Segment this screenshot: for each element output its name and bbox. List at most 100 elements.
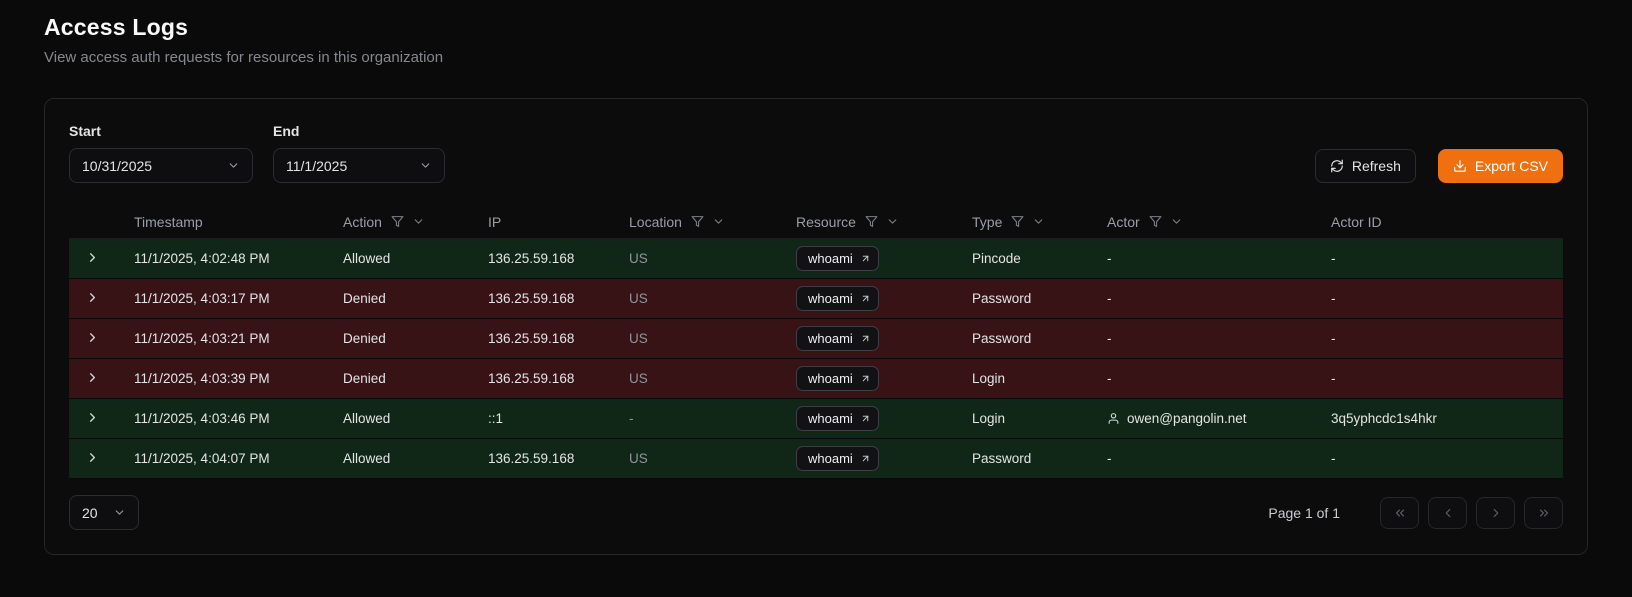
cell-resource: whoami xyxy=(796,286,972,311)
filter-icon[interactable] xyxy=(1011,215,1024,228)
last-page-button[interactable] xyxy=(1524,496,1563,529)
actor-name: - xyxy=(1107,251,1112,266)
filter-icon[interactable] xyxy=(865,215,878,228)
chevron-down-icon[interactable] xyxy=(1170,215,1183,228)
end-date-value: 11/1/2025 xyxy=(286,157,348,174)
filter-icon[interactable] xyxy=(691,215,704,228)
cell-action: Denied xyxy=(343,371,386,386)
table-row[interactable]: 11/1/2025, 4:04:07 PM Allowed 136.25.59.… xyxy=(69,439,1563,479)
cell-expand xyxy=(69,448,134,470)
cell-action: Denied xyxy=(343,331,386,346)
expand-row-button[interactable] xyxy=(83,248,102,270)
cell-actor-id: - xyxy=(1331,251,1336,266)
start-date-select[interactable]: 10/31/2025 xyxy=(69,148,253,183)
cell-expand xyxy=(69,288,134,310)
cell-timestamp: 11/1/2025, 4:03:21 PM xyxy=(134,331,270,346)
resource-badge[interactable]: whoami xyxy=(796,246,879,271)
actor-name: owen@pangolin.net xyxy=(1127,411,1247,426)
start-date-value: 10/31/2025 xyxy=(82,157,153,174)
date-filters: Start 10/31/2025 End 11/1/2025 xyxy=(69,123,445,183)
cell-resource: whoami xyxy=(796,326,972,351)
next-page-button[interactable] xyxy=(1476,496,1515,529)
table-row[interactable]: 11/1/2025, 4:03:21 PM Denied 136.25.59.1… xyxy=(69,319,1563,359)
table-row[interactable]: 11/1/2025, 4:03:46 PM Allowed ::1 - whoa… xyxy=(69,399,1563,439)
cell-type: Login xyxy=(972,411,1006,426)
cell-action: Allowed xyxy=(343,451,391,466)
chevron-down-icon[interactable] xyxy=(886,215,899,228)
cell-type: Pincode xyxy=(972,251,1021,266)
chevrons-left-icon xyxy=(1393,506,1407,520)
table-row[interactable]: 11/1/2025, 4:03:39 PM Denied 136.25.59.1… xyxy=(69,359,1563,399)
expand-row-button[interactable] xyxy=(83,408,102,430)
external-link-icon xyxy=(860,373,871,384)
cell-actor: - xyxy=(1107,291,1331,306)
cell-action: Allowed xyxy=(343,411,391,426)
column-header-actor: Actor xyxy=(1107,214,1331,230)
cell-timestamp: 11/1/2025, 4:03:17 PM xyxy=(134,291,270,306)
column-filter-controls[interactable] xyxy=(391,215,425,228)
chevron-down-icon xyxy=(227,159,240,172)
external-link-icon xyxy=(860,333,871,344)
filter-icon[interactable] xyxy=(1149,215,1162,228)
chevron-right-icon xyxy=(85,330,100,348)
chevron-right-icon xyxy=(85,290,100,308)
cell-location: US xyxy=(629,371,648,386)
cell-action: Denied xyxy=(343,291,386,306)
cell-actor-id: - xyxy=(1331,371,1336,386)
cell-expand xyxy=(69,328,134,350)
resource-badge[interactable]: whoami xyxy=(796,446,879,471)
chevron-down-icon[interactable] xyxy=(712,215,725,228)
resource-badge[interactable]: whoami xyxy=(796,406,879,431)
expand-row-button[interactable] xyxy=(83,448,102,470)
column-header-label: Timestamp xyxy=(134,213,203,230)
previous-page-button[interactable] xyxy=(1428,496,1467,529)
end-date-select[interactable]: 11/1/2025 xyxy=(273,148,445,183)
column-header-location: Location xyxy=(629,214,796,230)
expand-row-button[interactable] xyxy=(83,288,102,310)
cell-timestamp: 11/1/2025, 4:03:39 PM xyxy=(134,371,270,386)
cell-timestamp: 11/1/2025, 4:04:07 PM xyxy=(134,451,270,466)
chevron-right-icon xyxy=(85,450,100,468)
end-date-label: End xyxy=(273,123,300,139)
start-date-label: Start xyxy=(69,123,101,139)
resource-badge[interactable]: whoami xyxy=(796,286,879,311)
actor-name: - xyxy=(1107,331,1112,346)
export-csv-button[interactable]: Export CSV xyxy=(1437,149,1563,183)
chevron-down-icon[interactable] xyxy=(412,215,425,228)
actor-name: - xyxy=(1107,371,1112,386)
page-info: Page 1 of 1 xyxy=(1268,504,1340,521)
cell-actor: - xyxy=(1107,371,1331,386)
table-row[interactable]: 11/1/2025, 4:03:17 PM Denied 136.25.59.1… xyxy=(69,279,1563,319)
page-title: Access Logs xyxy=(44,14,189,40)
refresh-button[interactable]: Refresh xyxy=(1314,149,1416,183)
cell-actor: - xyxy=(1107,451,1331,466)
column-header-resource: Resource xyxy=(796,214,972,230)
column-filter-controls[interactable] xyxy=(1149,215,1183,228)
column-filter-controls[interactable] xyxy=(1011,215,1045,228)
chevron-down-icon[interactable] xyxy=(1032,215,1045,228)
user-icon xyxy=(1107,412,1120,425)
table-footer: 20 Page 1 of 1 xyxy=(69,495,1563,530)
cell-ip: 136.25.59.168 xyxy=(488,251,575,266)
expand-row-button[interactable] xyxy=(83,368,102,390)
chevron-down-icon xyxy=(419,159,432,172)
first-page-button[interactable] xyxy=(1380,496,1419,529)
refresh-button-label: Refresh xyxy=(1351,158,1401,174)
access-logs-page: Access Logs View access auth requests fo… xyxy=(44,14,1588,555)
column-filter-controls[interactable] xyxy=(865,215,899,228)
resource-badge[interactable]: whoami xyxy=(796,366,879,391)
resource-name: whoami xyxy=(808,371,853,386)
column-header-timestamp: Timestamp xyxy=(134,214,343,230)
expand-row-button[interactable] xyxy=(83,328,102,350)
table-row[interactable]: 11/1/2025, 4:02:48 PM Allowed 136.25.59.… xyxy=(69,239,1563,279)
table-toolbar: Start 10/31/2025 End 11/1/2025 xyxy=(69,123,1563,183)
column-header-action: Action xyxy=(343,214,488,230)
filter-icon[interactable] xyxy=(391,215,404,228)
cell-type: Password xyxy=(972,331,1032,346)
column-filter-controls[interactable] xyxy=(691,215,725,228)
external-link-icon xyxy=(860,453,871,464)
chevron-left-icon xyxy=(1441,506,1455,520)
page-size-select[interactable]: 20 xyxy=(69,495,139,530)
resource-badge[interactable]: whoami xyxy=(796,326,879,351)
column-header-label: IP xyxy=(488,213,502,230)
